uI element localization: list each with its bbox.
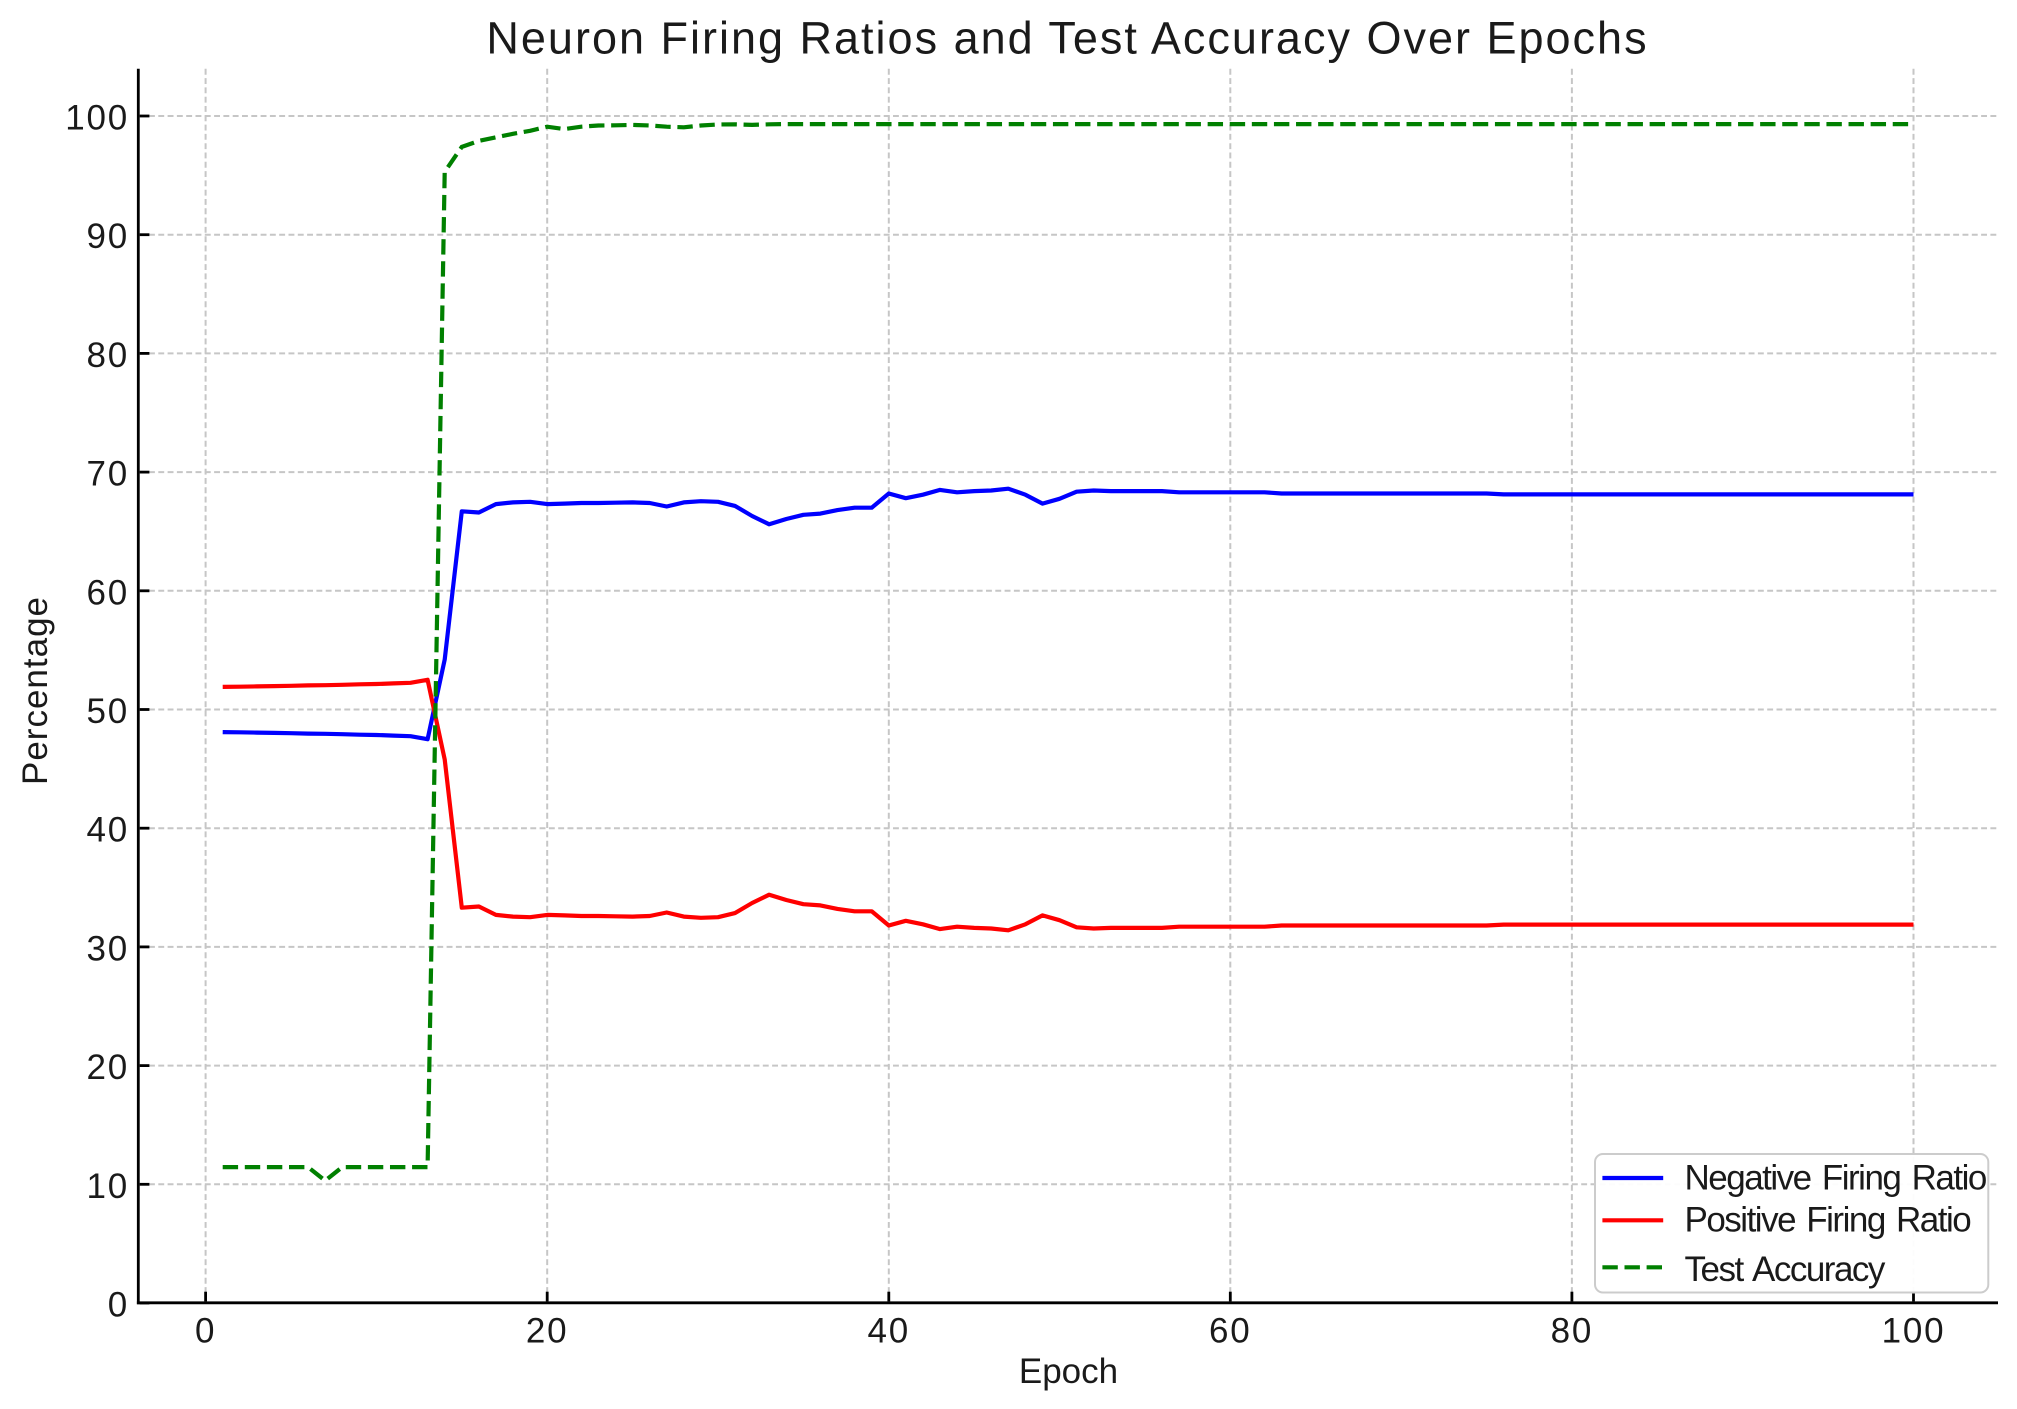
svg-text:100: 100 xyxy=(65,99,129,138)
svg-text:80: 80 xyxy=(86,336,129,375)
svg-text:80: 80 xyxy=(1551,1312,1594,1351)
svg-text:Epoch: Epoch xyxy=(1019,1352,1118,1391)
svg-text:30: 30 xyxy=(86,929,129,968)
svg-text:Positive Firing Ratio: Positive Firing Ratio xyxy=(1685,1201,1971,1240)
svg-text:90: 90 xyxy=(86,217,129,256)
svg-text:20: 20 xyxy=(526,1312,569,1351)
svg-text:40: 40 xyxy=(868,1312,911,1351)
svg-text:10: 10 xyxy=(86,1167,129,1206)
svg-text:Negative Firing Ratio: Negative Firing Ratio xyxy=(1685,1159,1986,1198)
svg-text:50: 50 xyxy=(86,692,129,731)
svg-text:20: 20 xyxy=(86,1048,129,1087)
svg-text:Neuron Firing Ratios and Test: Neuron Firing Ratios and Test Accuracy O… xyxy=(486,13,1648,64)
svg-text:60: 60 xyxy=(1209,1312,1252,1351)
svg-text:Percentage: Percentage xyxy=(16,596,55,785)
svg-text:100: 100 xyxy=(1882,1312,1946,1351)
svg-text:0: 0 xyxy=(108,1286,129,1325)
svg-text:70: 70 xyxy=(86,455,129,494)
svg-text:0: 0 xyxy=(195,1312,216,1351)
svg-text:40: 40 xyxy=(86,811,129,850)
svg-text:60: 60 xyxy=(86,573,129,612)
svg-text:Test Accuracy: Test Accuracy xyxy=(1685,1250,1886,1289)
